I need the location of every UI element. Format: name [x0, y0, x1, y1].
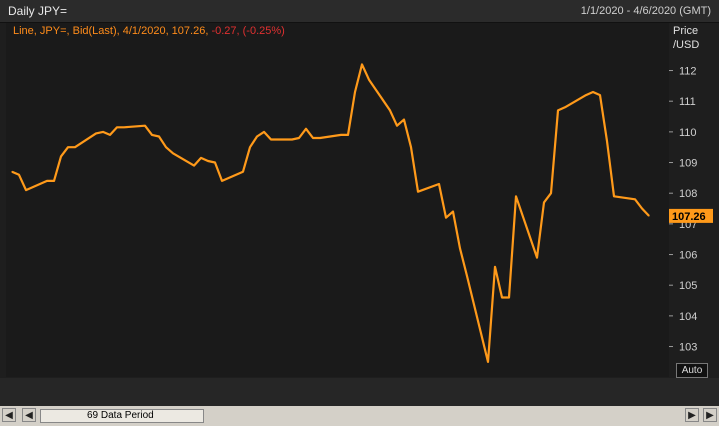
- price-point: [340, 134, 342, 136]
- price-point: [564, 106, 566, 108]
- price-point: [305, 128, 307, 130]
- legend-change-text: -0.27, (-0.25%): [208, 25, 285, 37]
- price-point: [200, 157, 202, 159]
- y-tick-label: 106: [679, 250, 697, 262]
- price-point: [634, 198, 636, 200]
- price-point: [158, 135, 160, 138]
- y-tick-label: 103: [679, 342, 697, 354]
- price-point: [585, 94, 587, 96]
- price-point: [221, 180, 223, 182]
- price-point: [417, 191, 419, 193]
- scroll-last-arrow-icon[interactable]: ▶: [703, 408, 717, 422]
- auto-scale-button[interactable]: Auto: [676, 363, 708, 378]
- price-point: [466, 275, 468, 277]
- y-tick-label: 111: [679, 96, 696, 108]
- price-point: [403, 119, 405, 121]
- price-point: [74, 146, 76, 148]
- price-point: [501, 296, 503, 299]
- price-point: [312, 137, 314, 139]
- price-point: [53, 180, 55, 182]
- price-point: [270, 138, 272, 141]
- price-point: [319, 137, 321, 139]
- price-point: [25, 189, 27, 191]
- price-point: [298, 137, 300, 139]
- price-point: [459, 247, 461, 249]
- price-point: [606, 140, 608, 142]
- price-point: [648, 215, 650, 217]
- time-axis-background: [0, 378, 719, 406]
- price-point: [102, 131, 104, 133]
- date-range: 1/1/2020 - 4/6/2020 (GMT): [580, 5, 711, 17]
- y-tick-label: 109: [679, 158, 697, 170]
- price-point: [67, 146, 69, 148]
- price-point: [592, 91, 594, 93]
- price-series-line: [11, 63, 650, 363]
- scroll-first-arrow-icon[interactable]: ◀: [2, 408, 16, 422]
- price-point: [60, 155, 62, 157]
- price-point: [557, 109, 559, 111]
- scroll-left-arrow-icon[interactable]: ◀: [22, 408, 36, 422]
- price-point: [550, 192, 552, 194]
- price-point: [452, 211, 454, 213]
- last-value-tag: [669, 208, 713, 223]
- y-axis-title-line1: Price: [673, 25, 699, 37]
- price-point: [242, 171, 244, 173]
- price-point: [494, 266, 496, 268]
- price-point: [613, 195, 615, 197]
- y-tick-label: 104: [679, 311, 697, 323]
- y-tick-label: 105: [679, 280, 697, 292]
- price-point: [291, 138, 293, 141]
- price-point: [368, 79, 370, 81]
- price-point: [193, 165, 195, 167]
- price-point: [116, 126, 118, 128]
- price-point: [165, 146, 167, 148]
- time-scrollbar[interactable]: ◀ ◀ 69 Data Period ▶ ▶: [0, 406, 719, 426]
- price-point: [410, 146, 412, 148]
- price-point: [347, 134, 349, 136]
- scroll-thumb[interactable]: 69 Data Period: [40, 409, 204, 423]
- price-point: [543, 201, 545, 203]
- price-point: [95, 132, 97, 134]
- price-point: [46, 180, 48, 182]
- price-point: [396, 125, 398, 127]
- price-point: [263, 131, 265, 133]
- price-point: [109, 134, 111, 136]
- price-point: [641, 207, 643, 210]
- price-point: [144, 125, 146, 127]
- y-axis-title-line2: /USD: [673, 39, 700, 51]
- price-point: [123, 126, 125, 128]
- price-point: [18, 174, 20, 176]
- y-tick-label: 110: [679, 127, 697, 139]
- price-point: [11, 171, 13, 173]
- price-point: [487, 361, 489, 363]
- price-chart: 103104105106107108109110111112107.260613…: [11, 63, 713, 406]
- chart-title: Daily JPY=: [8, 4, 68, 18]
- price-point: [445, 217, 447, 219]
- series-legend: Line, JPY=, Bid(Last), 4/1/2020, 107.26,…: [13, 25, 285, 37]
- last-value-label: 107.26: [672, 211, 706, 223]
- price-point: [151, 134, 153, 136]
- y-tick-label: 108: [679, 188, 697, 200]
- price-point: [354, 91, 356, 93]
- price-point: [172, 152, 174, 154]
- price-point: [214, 161, 216, 164]
- price-point: [438, 183, 440, 185]
- plot-area[interactable]: [6, 23, 669, 377]
- chart-title-bar: Daily JPY= 1/1/2020 - 4/6/2020 (GMT): [0, 0, 719, 23]
- price-point: [599, 94, 601, 96]
- price-point: [508, 296, 510, 299]
- scroll-right-arrow-icon[interactable]: ▶: [685, 408, 699, 422]
- y-axis-title: Price /USD: [673, 24, 699, 52]
- price-point: [536, 257, 538, 259]
- price-point: [256, 135, 258, 138]
- price-point: [361, 63, 363, 65]
- price-point: [515, 195, 517, 197]
- price-point: [207, 160, 209, 162]
- price-point: [249, 146, 251, 148]
- legend-main-text: Line, JPY=, Bid(Last), 4/1/2020, 107.26,: [13, 25, 209, 37]
- price-point: [389, 109, 391, 111]
- y-tick-label: 112: [679, 66, 697, 78]
